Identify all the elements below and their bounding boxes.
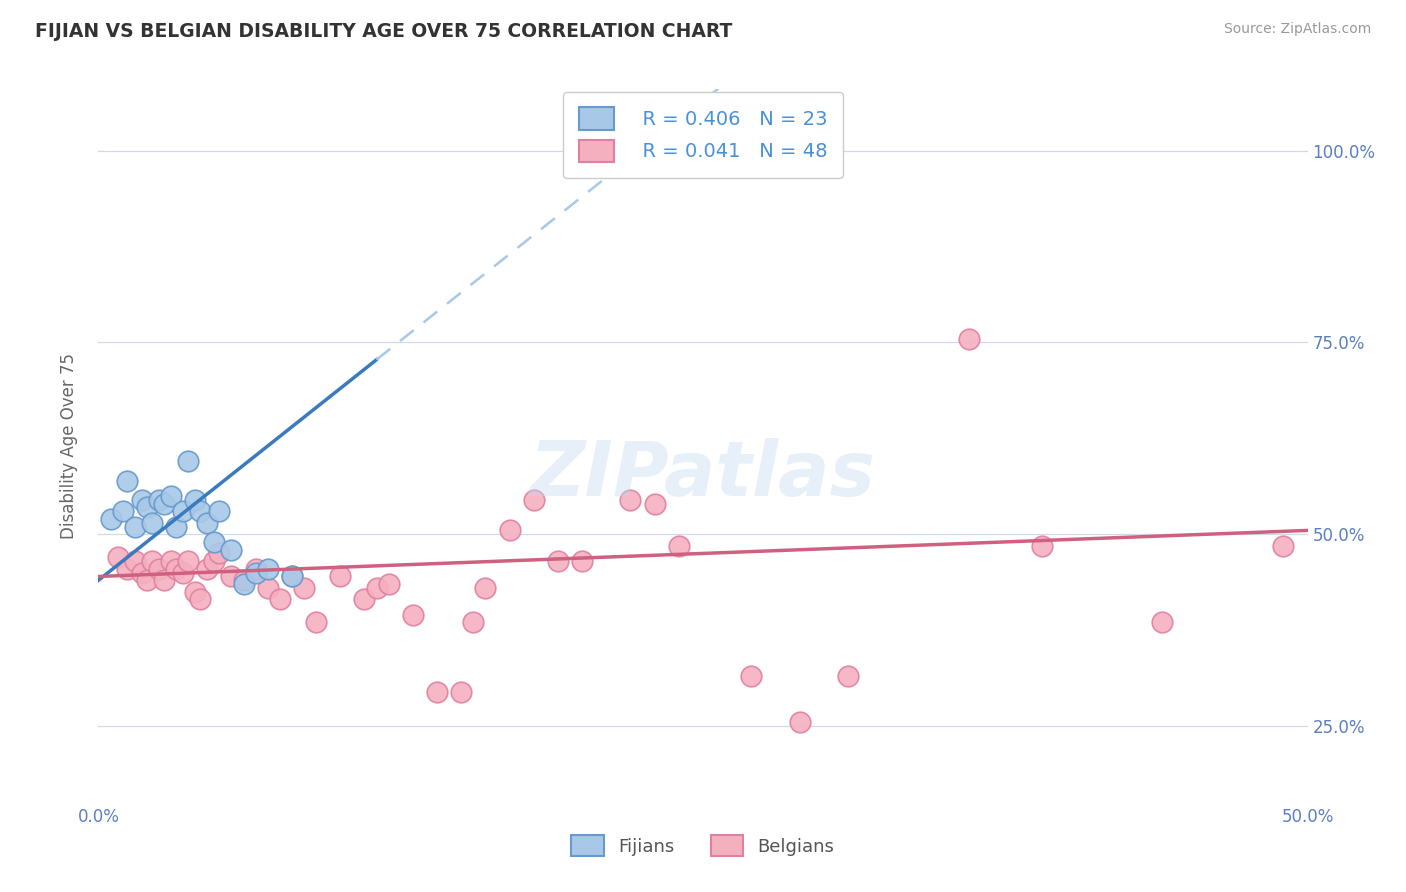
Point	[177, 554, 200, 568]
Text: Source: ZipAtlas.com: Source: ZipAtlas.com	[1223, 22, 1371, 37]
Point	[177, 454, 200, 468]
Point	[135, 574, 157, 588]
Point	[208, 546, 231, 560]
Point	[571, 554, 593, 568]
Point	[245, 562, 267, 576]
Text: ZIPatlas: ZIPatlas	[530, 438, 876, 511]
Point	[184, 492, 207, 507]
Point	[100, 512, 122, 526]
Point	[269, 592, 291, 607]
Point	[450, 684, 472, 698]
Point	[292, 581, 315, 595]
Point	[152, 497, 174, 511]
Point	[366, 581, 388, 595]
Point	[740, 669, 762, 683]
Point	[204, 554, 226, 568]
Point	[523, 492, 546, 507]
Point	[172, 504, 194, 518]
Point	[353, 592, 375, 607]
Point	[644, 497, 666, 511]
Point	[195, 516, 218, 530]
Point	[474, 581, 496, 595]
Point	[498, 524, 520, 538]
Point	[245, 566, 267, 580]
Point	[148, 492, 170, 507]
Point	[668, 539, 690, 553]
Point	[184, 584, 207, 599]
Point	[117, 474, 139, 488]
Text: FIJIAN VS BELGIAN DISABILITY AGE OVER 75 CORRELATION CHART: FIJIAN VS BELGIAN DISABILITY AGE OVER 75…	[35, 22, 733, 41]
Point	[957, 332, 980, 346]
Point	[232, 577, 254, 591]
Point	[135, 500, 157, 515]
Point	[165, 519, 187, 533]
Point	[256, 562, 278, 576]
Point	[221, 542, 243, 557]
Point	[837, 669, 859, 683]
Point	[232, 574, 254, 588]
Point	[172, 566, 194, 580]
Y-axis label: Disability Age Over 75: Disability Age Over 75	[59, 353, 77, 539]
Point	[281, 569, 304, 583]
Point	[188, 504, 211, 518]
Point	[463, 615, 485, 630]
Point	[124, 554, 146, 568]
Point	[141, 516, 163, 530]
Point	[426, 684, 449, 698]
Point	[124, 519, 146, 533]
Point	[152, 574, 174, 588]
Point	[117, 562, 139, 576]
Point	[107, 550, 129, 565]
Point	[402, 607, 425, 622]
Point	[547, 554, 569, 568]
Point	[204, 535, 226, 549]
Point	[305, 615, 328, 630]
Point	[256, 581, 278, 595]
Point	[789, 715, 811, 730]
Point	[377, 577, 399, 591]
Point	[165, 562, 187, 576]
Point	[160, 554, 183, 568]
Point	[111, 504, 134, 518]
Point	[281, 569, 304, 583]
Point	[329, 569, 352, 583]
Point	[148, 562, 170, 576]
Point	[131, 492, 153, 507]
Point	[160, 489, 183, 503]
Point	[221, 569, 243, 583]
Point	[1152, 615, 1174, 630]
Point	[188, 592, 211, 607]
Point	[131, 566, 153, 580]
Point	[208, 504, 231, 518]
Point	[195, 562, 218, 576]
Point	[619, 492, 641, 507]
Point	[1272, 539, 1295, 553]
Point	[1031, 539, 1053, 553]
Point	[141, 554, 163, 568]
Legend: Fijians, Belgians: Fijians, Belgians	[562, 826, 844, 865]
